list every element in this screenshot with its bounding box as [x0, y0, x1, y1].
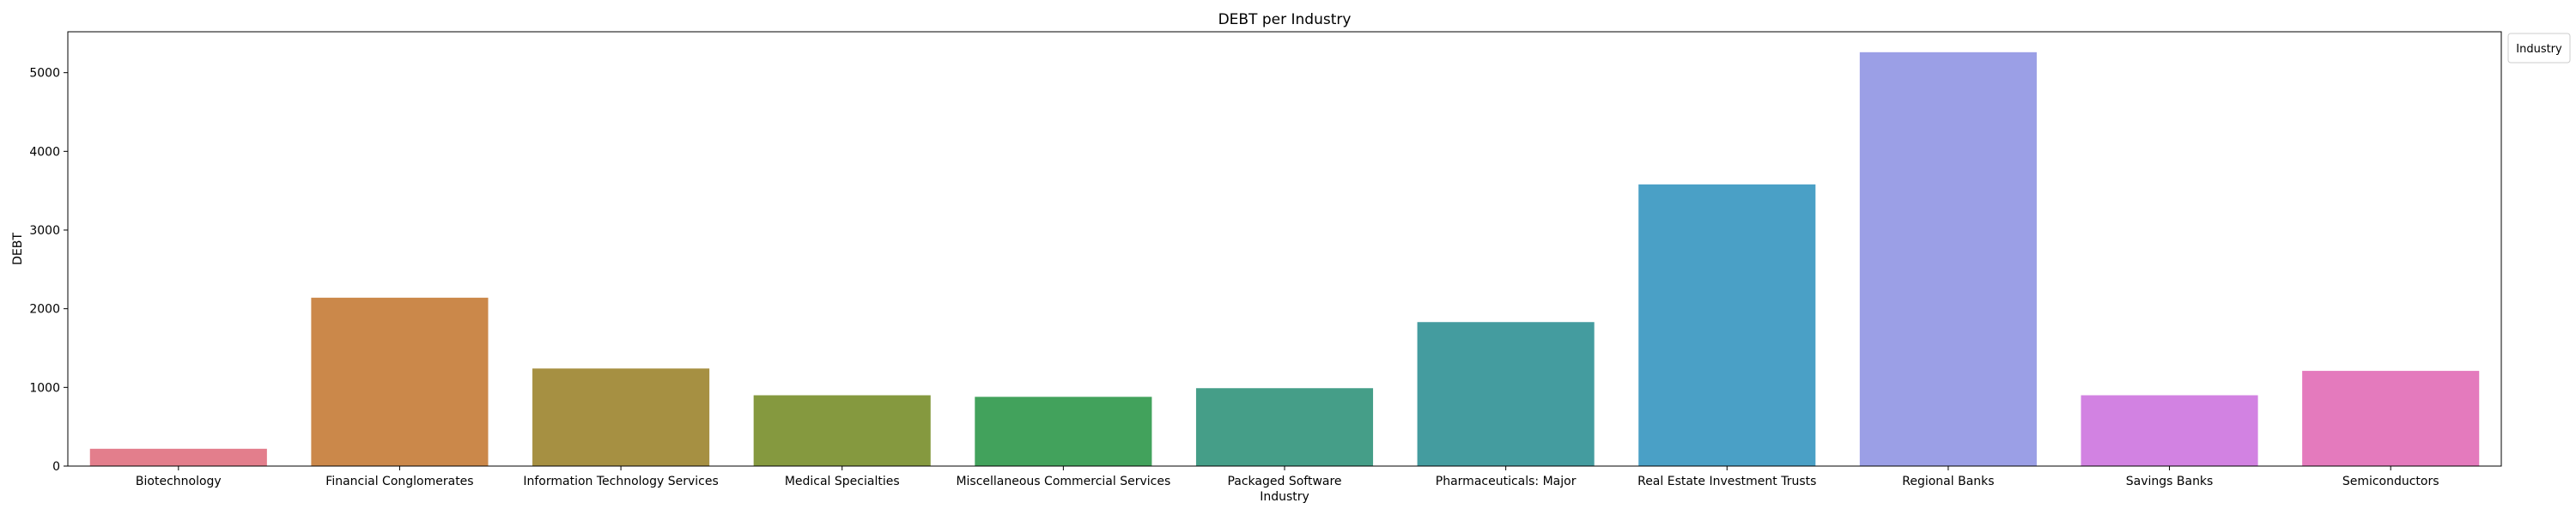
x-tick-label-8: Regional Banks [1902, 475, 1994, 488]
y-tick-label-5: 5000 [29, 67, 60, 81]
x-tick-label-3: Medical Specialties [785, 475, 900, 488]
x-tick-label-4: Miscellaneous Commercial Services [956, 475, 1170, 488]
x-tick-label-2: Information Technology Services [523, 475, 718, 488]
bar-10 [2302, 371, 2480, 466]
bar-3 [753, 395, 931, 466]
x-tick-label-10: Semiconductors [2342, 475, 2439, 488]
bar-1 [311, 297, 489, 466]
bar-4 [975, 397, 1152, 466]
y-tick-label-1: 1000 [29, 381, 60, 395]
chart-title: DEBT per Industry [1218, 11, 1352, 28]
bar-9 [2081, 395, 2258, 466]
bar-0 [89, 448, 267, 466]
legend-box [2507, 33, 2571, 64]
legend-title: Industry [2516, 43, 2562, 56]
bar-5 [1195, 388, 1374, 466]
x-tick-label-7: Real Estate Investment Trusts [1637, 475, 1816, 488]
x-tick-label-6: Pharmaceuticals: Major [1436, 475, 1577, 488]
x-tick-label-0: Biotechnology [136, 475, 222, 488]
x-axis-label: Industry [1260, 490, 1309, 504]
y-tick-label-4: 4000 [29, 145, 60, 159]
legend: Industry [2507, 33, 2571, 64]
bar-6 [1417, 322, 1595, 466]
y-axis-label: DEBT [11, 233, 25, 265]
y-tick-label-3: 3000 [29, 224, 60, 238]
bar-2 [532, 368, 710, 466]
plot-area: Biotechnology Financial Conglomerates Info… [29, 31, 2502, 488]
y-tick-label-0: 0 [52, 460, 60, 474]
x-tick-label-1: Financial Conglomerates [325, 475, 473, 488]
x-tick-label-9: Savings Banks [2126, 475, 2214, 488]
bar-8 [1859, 52, 2037, 466]
x-tick-label-5: Packaged Software [1227, 475, 1341, 488]
bar-7 [1638, 184, 1816, 466]
y-tick-label-2: 2000 [29, 303, 60, 317]
axes-frame [67, 31, 2502, 467]
